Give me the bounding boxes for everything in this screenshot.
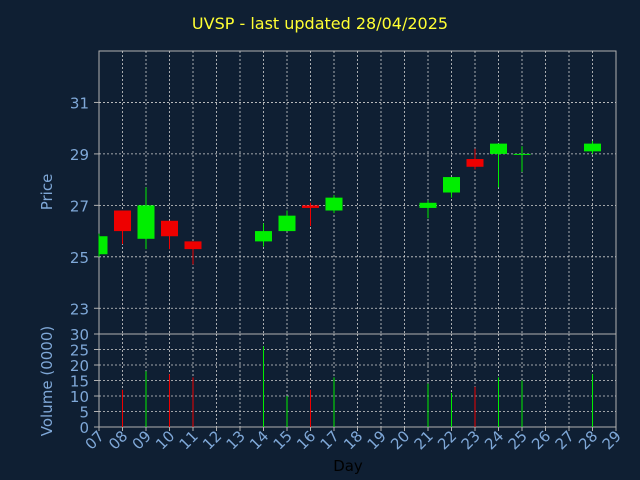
- x-tick-label: 16: [293, 427, 319, 453]
- volume-tick-label: 0: [79, 419, 89, 437]
- x-tick-label: 14: [246, 427, 272, 453]
- volume-tick-label: 5: [79, 404, 89, 422]
- x-tick-label: 29: [599, 427, 625, 453]
- volume-tick-label: 20: [70, 357, 89, 375]
- x-tick-label: 23: [458, 427, 484, 453]
- x-tick-label: 08: [105, 427, 131, 453]
- candle-body: [99, 236, 108, 255]
- candle-body: [513, 153, 531, 155]
- x-tick-label: 21: [411, 427, 437, 453]
- x-axis-label: Day: [333, 457, 363, 475]
- x-tick-label: 26: [528, 427, 554, 453]
- candle-body: [419, 202, 437, 208]
- candle-body: [161, 220, 178, 237]
- x-tick-label: 15: [270, 427, 296, 453]
- x-tick-label: 09: [129, 427, 155, 453]
- x-tick-label: 27: [552, 427, 578, 453]
- candle-body: [255, 231, 272, 242]
- candle-body: [114, 210, 131, 232]
- price-tick-label: 31: [70, 94, 89, 112]
- x-tick-label: 22: [434, 427, 460, 453]
- price-tick-label: 29: [70, 146, 89, 164]
- x-tick-label: 18: [340, 427, 366, 453]
- x-tick-label: 25: [505, 427, 531, 453]
- candle-body: [325, 197, 343, 211]
- x-tick-label: 24: [481, 427, 507, 453]
- candle-body: [490, 143, 507, 154]
- x-tick-label: 28: [575, 427, 601, 453]
- chart-title: UVSP - last updated 28/04/2025: [191, 14, 449, 33]
- x-tick-label: 11: [176, 427, 202, 453]
- candle-body: [466, 159, 484, 167]
- candle-body: [302, 205, 319, 208]
- candle-body: [137, 205, 155, 239]
- price-tick-label: 25: [70, 249, 89, 267]
- candle-body: [443, 177, 460, 193]
- x-tick-label: 19: [364, 427, 390, 453]
- x-tick-label: 20: [387, 427, 413, 453]
- x-tick-label: 12: [199, 427, 225, 453]
- volume-tick-label: 10: [70, 388, 89, 406]
- x-tick-label: 13: [223, 427, 249, 453]
- volume-tick-label: 15: [70, 373, 89, 391]
- candle-body: [278, 215, 296, 232]
- x-tick-label: 17: [317, 427, 343, 453]
- price-tick-label: 27: [70, 197, 89, 215]
- x-tick-label: 10: [152, 427, 178, 453]
- candle-body: [184, 241, 202, 250]
- volume-tick-label: 30: [70, 326, 89, 344]
- candle-body: [584, 143, 601, 152]
- price-tick-label: 23: [70, 300, 89, 318]
- volume-tick-label: 25: [70, 342, 89, 360]
